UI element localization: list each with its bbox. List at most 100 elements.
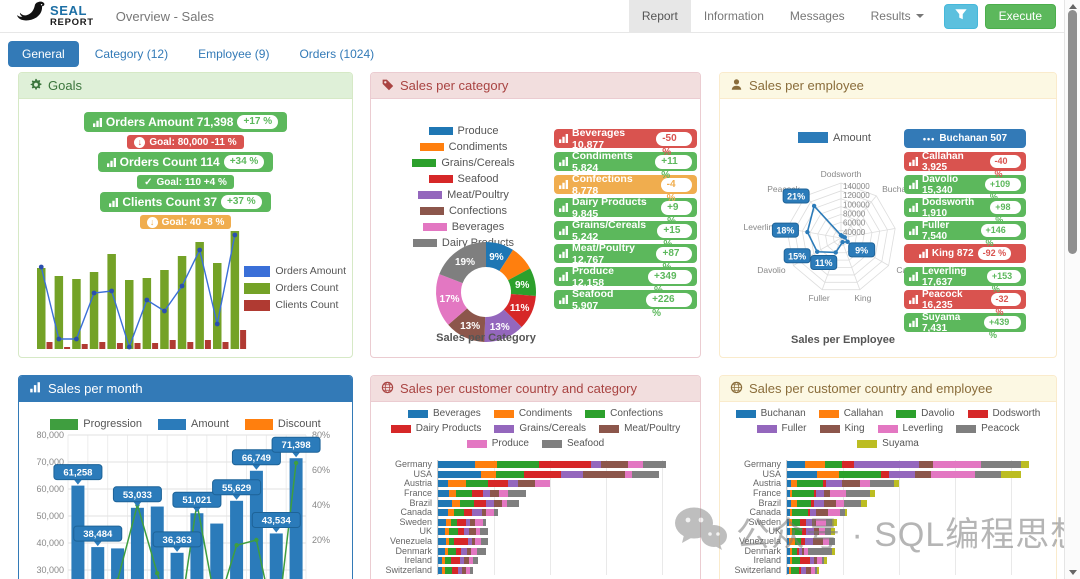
bar-segment[interactable] [931, 470, 975, 478]
bar-segment[interactable] [460, 557, 464, 565]
bar-segment[interactable] [813, 538, 823, 546]
tab-employee-9[interactable]: Employee (9) [198, 47, 270, 61]
bar-segment[interactable] [458, 528, 464, 536]
bar-segment[interactable] [830, 490, 846, 498]
bar-segment[interactable] [482, 509, 486, 517]
bar-segment[interactable] [438, 480, 448, 488]
bar-segment[interactable] [472, 509, 482, 517]
bar-segment[interactable] [477, 547, 486, 555]
bar-segment[interactable] [591, 461, 601, 469]
bar-segment[interactable] [870, 480, 894, 488]
amount-bar[interactable] [269, 533, 283, 579]
orders-count-bar[interactable] [142, 278, 152, 349]
bar-segment[interactable] [438, 509, 448, 517]
bar-segment[interactable] [805, 538, 813, 546]
kpi-badge[interactable]: Produce 12,158 +349 % [554, 265, 697, 296]
bar-segment[interactable] [817, 566, 819, 574]
bar-segment[interactable] [836, 499, 844, 507]
kpi-badge[interactable]: Davolio 15,340 +109 % [904, 174, 1026, 202]
bar-segment[interactable] [472, 490, 483, 498]
bar-segment[interactable] [792, 547, 797, 555]
bar-segment[interactable] [831, 528, 835, 536]
amount-bar[interactable] [91, 547, 105, 579]
bar-segment[interactable] [814, 528, 819, 536]
bar-segment[interactable] [438, 528, 445, 536]
bar-segment[interactable] [790, 509, 792, 517]
progression-point[interactable] [254, 537, 259, 543]
tab-category-12[interactable]: Category (12) [94, 47, 169, 61]
bar-segment[interactable] [797, 480, 823, 488]
bar-segment[interactable] [481, 538, 488, 546]
vertical-scrollbar[interactable] [1064, 0, 1080, 579]
bar-segment[interactable] [438, 490, 449, 498]
line-point[interactable] [144, 297, 150, 303]
bar-segment[interactable] [448, 509, 454, 517]
bar-segment[interactable] [933, 461, 981, 469]
bar-segment[interactable] [480, 528, 488, 536]
bar-segment[interactable] [846, 490, 870, 498]
bar-segment[interactable] [854, 461, 919, 469]
donut-slice[interactable] [436, 274, 468, 325]
bar-segment[interactable] [828, 509, 840, 517]
line-point[interactable] [197, 247, 203, 253]
kpi-badge[interactable]: Seafood 5,907 +226 % [554, 288, 697, 319]
bar-segment[interactable] [1021, 461, 1029, 469]
clients-count-bar[interactable] [240, 330, 247, 349]
kpi-badge[interactable]: Orders Count 114 +34 % [97, 152, 274, 172]
orders-count-bar[interactable] [177, 256, 187, 349]
bar-segment[interactable] [861, 499, 867, 507]
bar-segment[interactable] [445, 557, 451, 565]
clients-count-bar[interactable] [99, 342, 106, 349]
bar-segment[interactable] [438, 547, 445, 555]
kpi-badge[interactable]: Orders Amount 71,398 +17 % [83, 112, 288, 132]
bar-segment[interactable] [822, 557, 824, 565]
bar-segment[interactable] [494, 509, 498, 517]
bar-segment[interactable] [524, 470, 561, 478]
kpi-badge[interactable]: Confections 8,778 -4 % [554, 173, 697, 204]
bar-segment[interactable] [806, 518, 812, 526]
kpi-badge[interactable]: Grains/Cereals 5,242 +15 % [554, 219, 697, 250]
bar-segment[interactable] [826, 480, 842, 488]
bar-segment[interactable] [486, 499, 494, 507]
orders-count-bar[interactable] [37, 268, 46, 349]
bar-segment[interactable] [787, 518, 789, 526]
bar-segment[interactable] [840, 509, 845, 517]
bar-segment[interactable] [449, 528, 458, 536]
donut-slice[interactable] [508, 268, 536, 296]
bar-segment[interactable] [789, 538, 795, 546]
line-point[interactable] [109, 288, 115, 294]
bar-segment[interactable] [452, 499, 460, 507]
bar-segment[interactable] [462, 566, 466, 574]
bar-segment[interactable] [539, 461, 591, 469]
nav-item-messages[interactable]: Messages [789, 9, 845, 23]
bar-segment[interactable] [817, 470, 839, 478]
bar-segment[interactable] [791, 566, 799, 574]
bar-segment[interactable] [832, 518, 837, 526]
execute-button[interactable]: Execute [984, 3, 1056, 29]
line-point[interactable] [91, 290, 97, 296]
bar-segment[interactable] [497, 461, 539, 469]
donut-slice[interactable] [484, 309, 522, 342]
bar-segment[interactable] [824, 490, 830, 498]
line-point[interactable] [74, 336, 79, 342]
bar-segment[interactable] [819, 528, 825, 536]
bar-segment[interactable] [806, 528, 814, 536]
bar-segment[interactable] [810, 557, 814, 565]
orders-count-bar[interactable] [54, 276, 64, 349]
bar-segment[interactable] [915, 470, 931, 478]
bar-segment[interactable] [787, 547, 790, 555]
line-point[interactable] [56, 336, 62, 342]
bar-segment[interactable] [789, 518, 792, 526]
bar-segment[interactable] [791, 499, 797, 507]
orders-count-bar[interactable] [125, 280, 134, 349]
bar-segment[interactable] [795, 538, 801, 546]
bar-segment[interactable] [499, 490, 508, 498]
donut-slice[interactable] [486, 242, 514, 271]
bar-segment[interactable] [816, 518, 826, 526]
bar-segment[interactable] [643, 461, 666, 469]
bar-segment[interactable] [787, 480, 791, 488]
bar-segment[interactable] [561, 470, 583, 478]
kpi-badge[interactable]: Fuller 7,540 +146 % [904, 220, 1026, 248]
bar-segment[interactable] [445, 547, 448, 555]
bar-segment[interactable] [449, 538, 454, 546]
